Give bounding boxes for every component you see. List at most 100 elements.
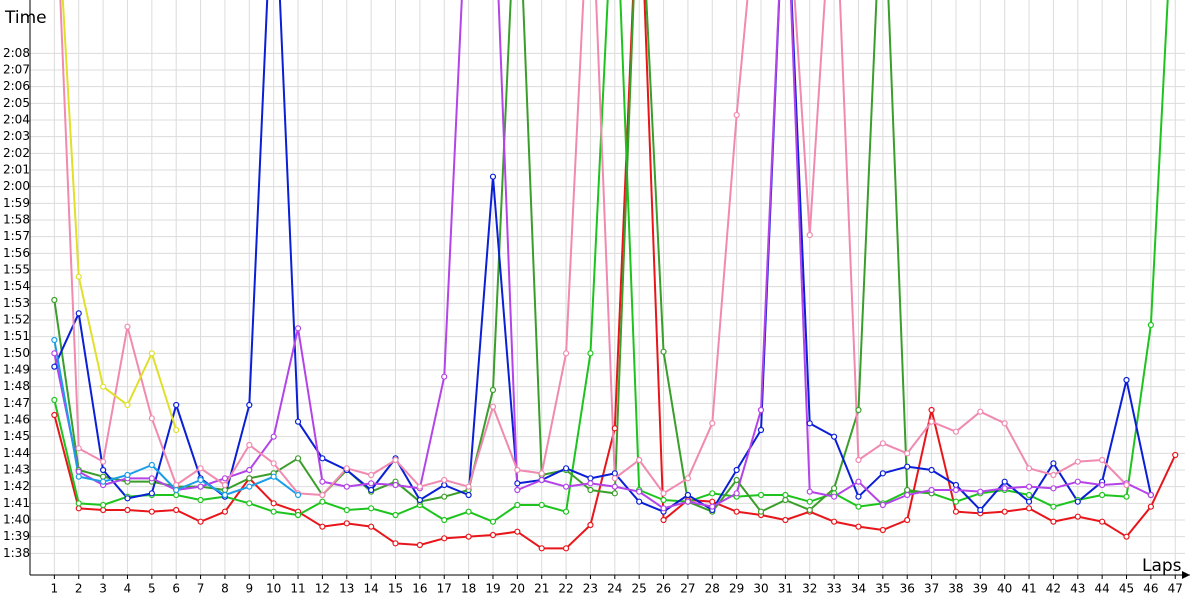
data-point xyxy=(952,508,960,515)
x-tick-label: 6 xyxy=(172,582,180,596)
data-point xyxy=(100,473,107,480)
series-line xyxy=(61,0,178,431)
data-point xyxy=(246,401,253,409)
data-point xyxy=(441,535,448,542)
data-point xyxy=(514,486,521,494)
data-point xyxy=(733,508,740,515)
y-tick-label: 1:57 xyxy=(3,229,30,243)
data-point xyxy=(1074,498,1081,505)
x-axis-arrow xyxy=(1182,571,1190,579)
data-point xyxy=(148,508,155,515)
data-point xyxy=(562,483,570,490)
data-point xyxy=(684,498,692,505)
data-point xyxy=(368,480,375,487)
data-point xyxy=(1099,491,1106,499)
x-tick-label: 33 xyxy=(826,582,841,596)
data-point xyxy=(392,540,399,547)
data-point xyxy=(757,491,765,499)
data-point xyxy=(611,475,618,482)
y-tick-label: 1:54 xyxy=(3,279,30,293)
x-tick-label: 29 xyxy=(729,582,744,596)
data-point xyxy=(538,545,545,552)
y-tick-label: 1:46 xyxy=(3,413,30,427)
data-point xyxy=(1123,376,1130,384)
data-point xyxy=(148,350,155,357)
data-point xyxy=(928,486,935,494)
data-point xyxy=(782,516,789,524)
y-tick-label: 1:38 xyxy=(3,546,30,560)
data-point xyxy=(319,523,326,530)
data-point xyxy=(343,465,350,472)
x-tick-label: 38 xyxy=(948,582,963,596)
series-line xyxy=(53,0,1169,523)
data-point xyxy=(855,478,862,485)
data-point xyxy=(636,456,643,464)
data-point xyxy=(368,471,375,479)
data-point xyxy=(392,511,399,519)
data-point xyxy=(684,475,692,482)
data-point xyxy=(51,296,58,304)
data-point xyxy=(441,493,448,500)
data-point xyxy=(562,508,570,515)
data-point xyxy=(806,420,813,427)
data-point xyxy=(928,406,935,414)
y-tick-label: 2:05 xyxy=(3,96,30,110)
data-point xyxy=(1025,483,1033,490)
x-tick-label: 25 xyxy=(632,582,647,596)
data-point xyxy=(75,500,82,507)
data-point xyxy=(1147,321,1154,329)
data-point xyxy=(489,531,497,539)
data-point xyxy=(319,491,326,499)
data-point xyxy=(392,456,399,464)
data-point xyxy=(124,495,131,502)
data-point xyxy=(489,518,497,525)
data-point xyxy=(148,415,155,422)
data-point xyxy=(294,418,302,425)
data-point xyxy=(221,491,229,499)
data-point xyxy=(441,481,448,489)
data-point xyxy=(562,465,570,472)
data-point xyxy=(197,483,204,490)
x-tick-label: 41 xyxy=(1021,582,1036,596)
data-point xyxy=(489,403,497,410)
data-point xyxy=(538,470,545,477)
x-tick-label: 47 xyxy=(1168,582,1183,596)
y-axis-title: Time xyxy=(4,8,47,28)
data-point xyxy=(514,501,521,509)
data-point xyxy=(660,516,667,524)
data-point xyxy=(855,493,862,500)
data-point xyxy=(733,476,740,484)
data-point xyxy=(221,481,229,489)
data-point xyxy=(855,503,862,510)
data-point xyxy=(465,491,472,499)
data-point xyxy=(51,363,58,370)
data-point xyxy=(952,428,960,435)
data-point xyxy=(75,468,82,475)
data-point xyxy=(904,450,911,457)
y-tick-label: 1:45 xyxy=(3,429,30,443)
data-point xyxy=(879,470,886,477)
x-axis-title: Laps xyxy=(1142,556,1182,576)
data-point xyxy=(952,498,960,505)
data-point xyxy=(806,498,813,505)
data-point xyxy=(587,350,594,357)
data-point xyxy=(51,350,58,357)
data-point xyxy=(465,508,472,515)
data-point xyxy=(831,493,838,500)
data-point xyxy=(1050,518,1057,525)
data-point xyxy=(831,485,838,492)
data-point xyxy=(782,491,789,499)
data-point xyxy=(1123,533,1130,540)
data-point xyxy=(319,478,326,485)
data-point xyxy=(1099,456,1106,464)
data-point xyxy=(904,463,911,470)
data-point xyxy=(660,496,667,504)
x-tick-label: 16 xyxy=(412,582,427,596)
data-point xyxy=(660,490,667,497)
y-tick-label: 2:02 xyxy=(3,146,30,160)
data-point xyxy=(173,506,180,514)
x-tick-label: 27 xyxy=(680,582,695,596)
data-point xyxy=(51,396,58,404)
y-tick-label: 2:01 xyxy=(3,163,30,177)
data-point xyxy=(928,418,935,425)
